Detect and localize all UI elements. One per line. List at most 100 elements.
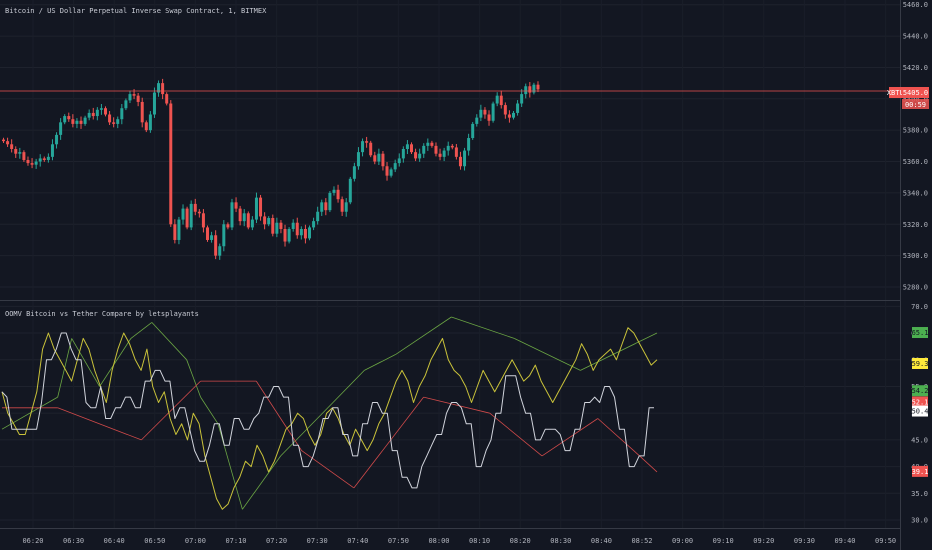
value-badge: 65.1 bbox=[912, 329, 929, 337]
candle-body bbox=[414, 152, 418, 159]
value-badge-bg bbox=[912, 405, 928, 417]
candle-body bbox=[344, 202, 348, 212]
candlestick-series bbox=[2, 78, 540, 260]
candle-body bbox=[479, 109, 483, 118]
time-tick: 09:50 bbox=[875, 537, 896, 545]
white-series-line bbox=[1, 332, 654, 489]
price-tag: XBTUSD 5405.0 00:59 bbox=[887, 87, 929, 109]
candle-body bbox=[536, 84, 540, 90]
candle-body bbox=[197, 211, 201, 214]
candle-body bbox=[450, 145, 454, 148]
candle-body bbox=[271, 218, 275, 234]
time-tick: 09:30 bbox=[794, 537, 815, 545]
candle-body bbox=[275, 222, 279, 234]
candle-body bbox=[361, 141, 365, 153]
value-badge: 52.1 bbox=[912, 398, 929, 406]
candle-body bbox=[356, 152, 360, 167]
candle-body bbox=[259, 197, 263, 217]
red-trend-segment bbox=[255, 380, 302, 451]
candle-body bbox=[336, 189, 340, 200]
candle-body bbox=[59, 122, 63, 135]
candle-body bbox=[422, 145, 426, 154]
green-trend-segment bbox=[364, 354, 396, 371]
osc-y-tick: 30.0 bbox=[911, 516, 928, 524]
candle-body bbox=[144, 122, 148, 131]
candle-body bbox=[79, 120, 83, 124]
candle-body bbox=[352, 166, 356, 179]
candle-body bbox=[401, 149, 405, 159]
green-trend-segment bbox=[580, 332, 658, 371]
time-tick: 09:10 bbox=[713, 537, 734, 545]
main-y-tick: 5340.0 bbox=[903, 189, 928, 197]
time-tick: 09:20 bbox=[753, 537, 774, 545]
red-trend-segment bbox=[57, 407, 142, 441]
candle-body bbox=[226, 224, 230, 228]
candle-body bbox=[487, 114, 491, 121]
candle-body bbox=[393, 163, 397, 170]
value-badge-bg bbox=[912, 385, 928, 397]
time-tick: 07:00 bbox=[185, 537, 206, 545]
red-trend-segment bbox=[639, 455, 658, 473]
candle-body bbox=[434, 145, 438, 154]
candle-body bbox=[108, 114, 112, 123]
candle-body bbox=[95, 109, 99, 117]
candle-body bbox=[377, 153, 381, 162]
candle-body bbox=[381, 153, 385, 167]
symbol-tag-bg bbox=[889, 87, 910, 98]
candle-body bbox=[10, 144, 14, 149]
candle-body bbox=[169, 103, 173, 225]
green-trend-segment bbox=[200, 396, 219, 425]
candle-body bbox=[152, 92, 156, 115]
candle-body bbox=[112, 122, 116, 124]
main-y-tick: 5300.0 bbox=[903, 252, 928, 260]
candle-body bbox=[218, 246, 222, 256]
time-tick: 06:30 bbox=[63, 537, 84, 545]
osc-y-tick: 70.0 bbox=[911, 303, 928, 311]
time-tick: 08:30 bbox=[550, 537, 571, 545]
red-trend-segment bbox=[541, 418, 599, 457]
osc-y-tick: 35.0 bbox=[911, 490, 928, 498]
candle-body bbox=[418, 153, 422, 159]
candle-body bbox=[120, 108, 124, 120]
candle-body bbox=[532, 84, 536, 93]
candle-body bbox=[512, 112, 515, 118]
candle-body bbox=[173, 224, 177, 240]
main-y-tick: 5420.0 bbox=[903, 64, 928, 72]
candle-body bbox=[34, 161, 38, 165]
candle-body bbox=[214, 235, 218, 256]
candle-body bbox=[365, 141, 369, 143]
main-chart-title[interactable]: Bitcoin / US Dollar Perpetual Inverse Sw… bbox=[5, 7, 267, 15]
candle-body bbox=[132, 94, 136, 96]
candle-body bbox=[475, 117, 479, 124]
candle-body bbox=[446, 145, 450, 151]
green-trend-segment bbox=[395, 316, 452, 355]
last-price-tag-bg bbox=[902, 87, 929, 98]
red-trend-segment bbox=[489, 412, 543, 457]
oscillator-title[interactable]: OOMV Bitcoin vs Tether Compare by letspl… bbox=[5, 310, 199, 318]
main-y-tick: 5320.0 bbox=[903, 221, 928, 229]
candle-body bbox=[210, 235, 214, 240]
candle-body bbox=[246, 213, 250, 228]
value-badge: 59.3 bbox=[912, 360, 929, 368]
candle-body bbox=[71, 119, 75, 124]
candle-body bbox=[124, 100, 128, 109]
time-tick: 08:20 bbox=[510, 537, 531, 545]
candle-body bbox=[177, 219, 181, 240]
candle-body bbox=[140, 101, 144, 123]
candle-body bbox=[279, 222, 283, 229]
candle-body bbox=[467, 138, 471, 151]
main-y-tick: 5280.0 bbox=[903, 284, 928, 292]
red-trend-segment bbox=[423, 396, 490, 414]
time-axis[interactable]: 06:20 06:30 06:40 06:50 07:00 07:10 07:20 07:30… bbox=[22, 537, 896, 545]
red-trend-segment bbox=[353, 396, 424, 489]
symbol-tag: XBTUSD bbox=[887, 89, 912, 97]
candle-body bbox=[99, 108, 103, 110]
candle-body bbox=[189, 203, 193, 228]
candle-body bbox=[295, 222, 299, 236]
candle-body bbox=[438, 153, 442, 157]
candle-body bbox=[46, 156, 50, 160]
time-tick: 08:40 bbox=[591, 537, 612, 545]
candle-body bbox=[312, 221, 316, 228]
